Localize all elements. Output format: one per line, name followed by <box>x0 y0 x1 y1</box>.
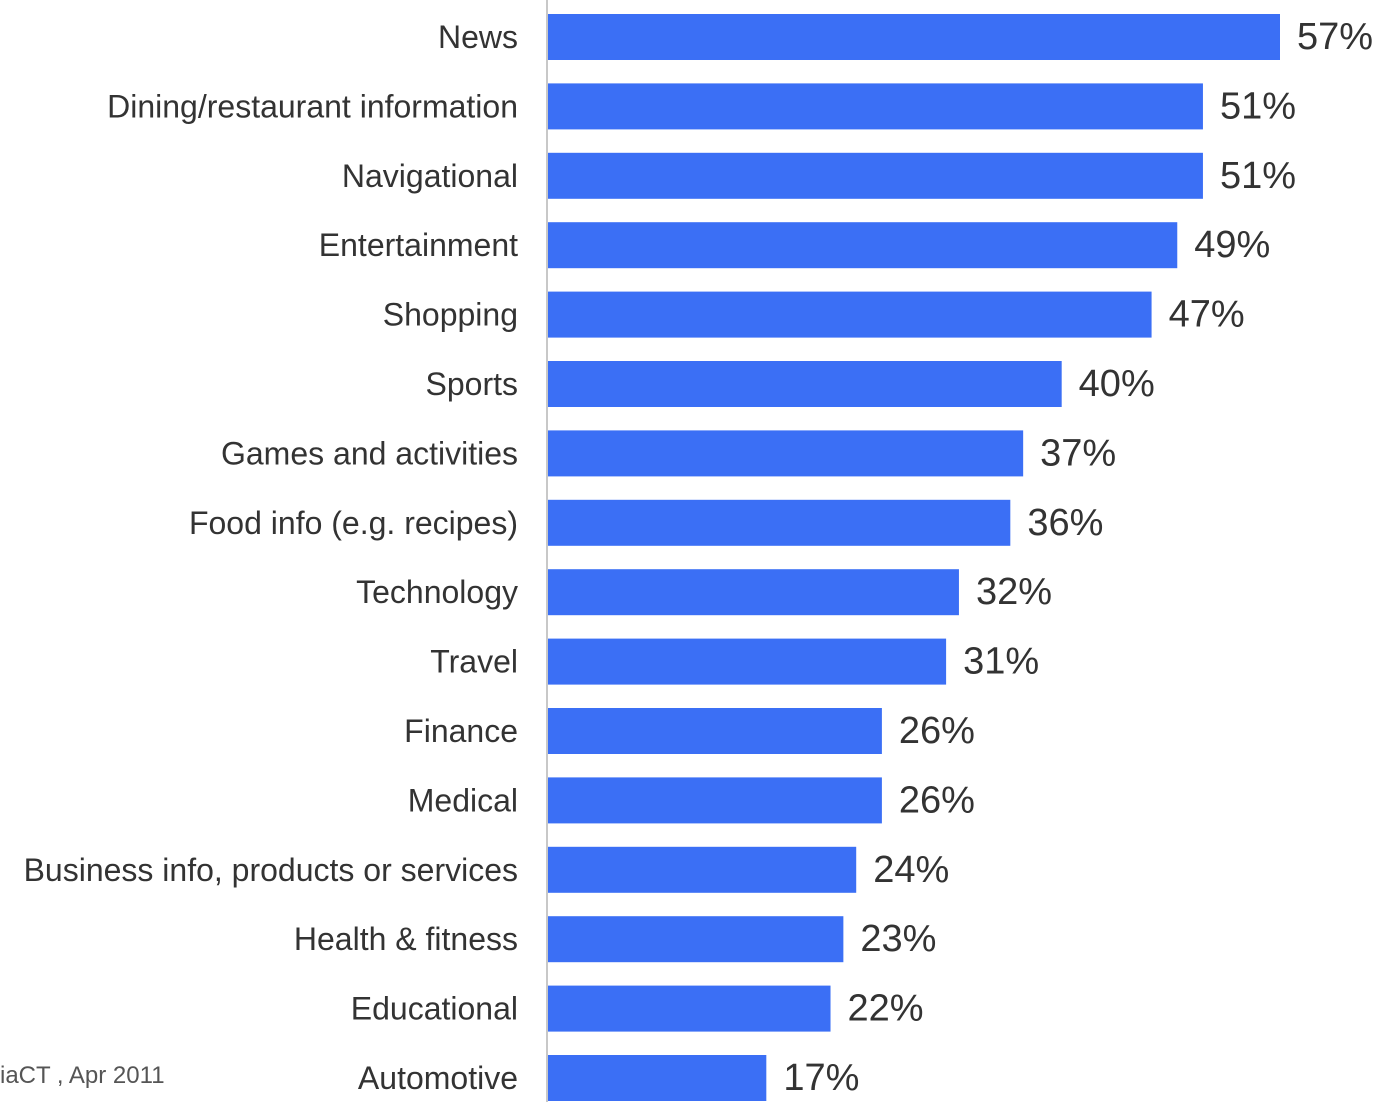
bar <box>548 222 1178 269</box>
bar-row: Health & fitness 23% <box>294 916 936 963</box>
value-label: 51% <box>1220 85 1296 127</box>
bar <box>548 83 1203 130</box>
bar-row: News 57% <box>438 14 1373 60</box>
bar-row: Entertainment 49% <box>319 222 1270 269</box>
category-label: Navigational <box>342 158 518 194</box>
category-label: Finance <box>404 713 518 749</box>
bar-row: Travel 31% <box>430 638 1039 685</box>
bar <box>548 430 1024 477</box>
value-label: 32% <box>976 571 1052 613</box>
value-label: 26% <box>899 710 975 752</box>
category-label: Technology <box>356 574 518 610</box>
value-label: 23% <box>860 918 936 960</box>
value-label: 57% <box>1297 16 1373 58</box>
value-label: 31% <box>963 641 1039 683</box>
category-label: Dining/restaurant information <box>107 88 518 124</box>
bar-row: Automotive 17% <box>358 1055 859 1101</box>
value-label: 36% <box>1027 502 1103 544</box>
bar <box>548 361 1062 407</box>
bar <box>548 152 1203 199</box>
category-label: Automotive <box>358 1060 518 1096</box>
bar-row: Medical 26% <box>408 777 975 824</box>
category-label: Medical <box>408 782 518 818</box>
bar-row: Dining/restaurant information 51% <box>107 83 1296 130</box>
bar-row: Finance 26% <box>404 708 975 754</box>
category-label: News <box>438 19 518 55</box>
category-label: Shopping <box>383 297 518 333</box>
value-label: 22% <box>848 988 924 1030</box>
bar <box>548 777 882 824</box>
bar <box>548 291 1152 338</box>
bar-row: Educational 22% <box>351 985 924 1032</box>
bar <box>548 14 1280 60</box>
category-label: Entertainment <box>319 227 518 263</box>
category-label: Health & fitness <box>294 921 518 957</box>
category-label: Sports <box>426 366 518 402</box>
bar-row: Shopping 47% <box>383 291 1245 338</box>
bar-row: Technology 32% <box>356 569 1052 616</box>
value-label: 49% <box>1194 224 1270 266</box>
value-label: 37% <box>1040 432 1116 474</box>
bar-row: Games and activities 37% <box>221 430 1116 477</box>
bar <box>548 916 844 963</box>
bar <box>548 985 831 1032</box>
bar <box>548 499 1011 546</box>
bar <box>548 569 959 616</box>
bar-row: Business info, products or services 24% <box>24 846 949 893</box>
bar-row: Sports 40% <box>426 361 1155 407</box>
category-label: Business info, products or services <box>24 852 518 888</box>
category-label: Educational <box>351 991 518 1027</box>
value-label: 51% <box>1220 155 1296 197</box>
bar <box>548 638 947 685</box>
value-label: 24% <box>873 849 949 891</box>
value-label: 40% <box>1079 363 1155 405</box>
value-label: 47% <box>1169 294 1245 336</box>
value-label: 17% <box>783 1057 859 1099</box>
bar <box>548 1055 767 1101</box>
source-note: iaCT , Apr 2011 <box>0 1062 165 1089</box>
bar-row: Navigational 51% <box>342 152 1296 199</box>
bar <box>548 846 857 893</box>
category-label: Travel <box>430 644 518 680</box>
category-label: Food info (e.g. recipes) <box>189 505 518 541</box>
category-label: Games and activities <box>221 435 518 471</box>
bar <box>548 708 882 754</box>
bar-row: Food info (e.g. recipes) 36% <box>189 499 1103 546</box>
value-label: 26% <box>899 779 975 821</box>
